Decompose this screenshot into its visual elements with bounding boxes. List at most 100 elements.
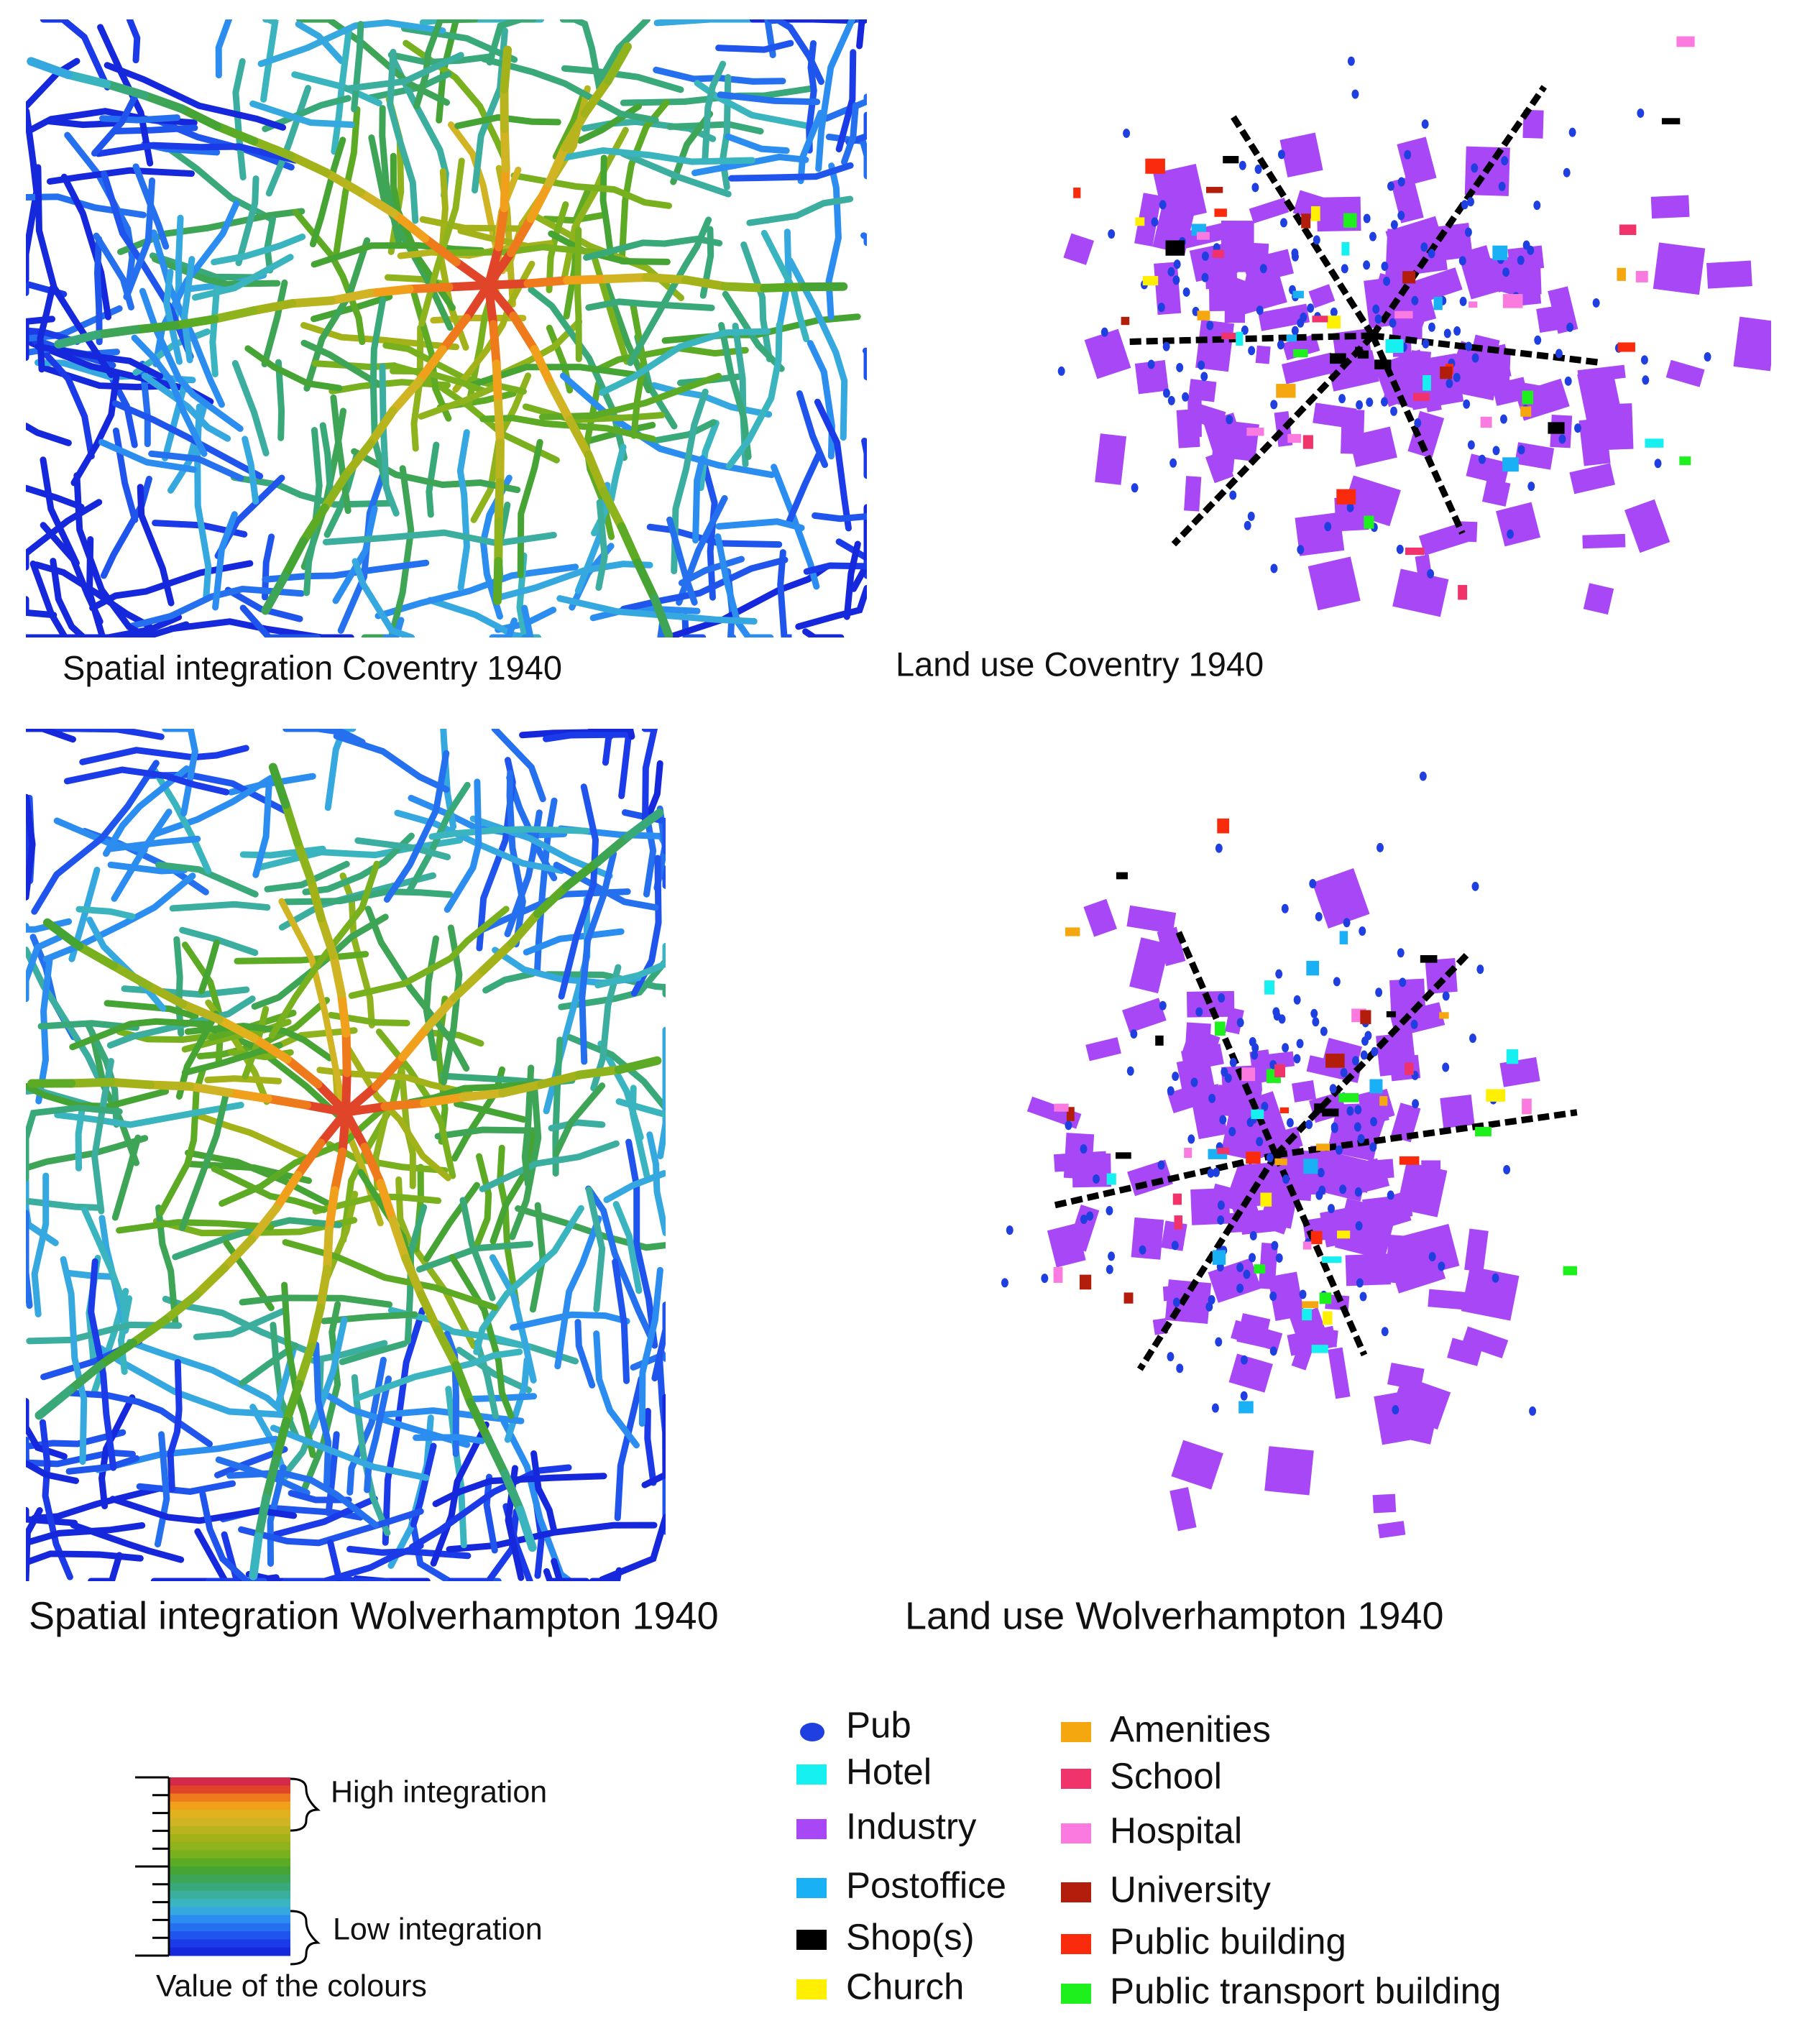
land-use-block (1387, 1011, 1396, 1017)
land-use-block (1379, 1096, 1387, 1105)
pub (1244, 521, 1251, 530)
pub (1225, 1074, 1232, 1083)
pub (1315, 912, 1323, 921)
industry-block (1126, 906, 1176, 934)
pub (1215, 844, 1223, 853)
brace (290, 1911, 318, 1964)
colour-band (169, 1785, 290, 1794)
land-use-block (1320, 1292, 1332, 1304)
pub (1338, 394, 1346, 403)
pub (1167, 267, 1175, 277)
pub (1502, 267, 1509, 277)
land-use-block (1405, 1063, 1413, 1075)
pub (1275, 970, 1282, 979)
pub (1655, 459, 1662, 468)
pub (1248, 346, 1255, 355)
pub (1375, 988, 1382, 997)
pub (1465, 228, 1472, 237)
low-label: Low integration (333, 1912, 543, 1946)
pub (1336, 1146, 1343, 1155)
street (49, 121, 115, 125)
pub (1398, 177, 1405, 186)
panel-caption: Land use Wolverhampton 1940 (905, 1594, 1444, 1637)
pub (1217, 1215, 1224, 1225)
land-use-block (1197, 232, 1210, 240)
pub (1493, 446, 1500, 455)
pub (1270, 400, 1277, 409)
land-use-block (1469, 301, 1477, 308)
land-use-block (1311, 206, 1320, 221)
pub (1501, 156, 1508, 165)
street (26, 488, 81, 507)
pub (1468, 441, 1475, 450)
main-road (531, 183, 549, 218)
street (603, 158, 611, 257)
land-use-block (1636, 271, 1648, 282)
pub (1642, 375, 1649, 385)
street (124, 989, 247, 995)
land-use-block (1492, 246, 1507, 260)
legend-label: Public building (1110, 1920, 1346, 1961)
industry-block (1280, 133, 1323, 178)
street (26, 1086, 166, 1106)
colour-band (169, 1931, 290, 1940)
main-road (567, 279, 607, 280)
land-use-block (1311, 1231, 1323, 1244)
industry-block (1499, 1057, 1540, 1087)
land-use-block (1254, 1264, 1266, 1274)
pub (1555, 349, 1563, 358)
colour-band (169, 1883, 290, 1892)
industry-block (1129, 937, 1169, 993)
pub (1158, 1160, 1165, 1169)
map-panel (1001, 772, 1577, 1539)
pub (1330, 308, 1338, 317)
main-road (499, 208, 505, 247)
main-road (292, 300, 331, 303)
pub (1390, 407, 1397, 416)
main-road (331, 293, 370, 300)
land-use-block (1405, 548, 1424, 555)
pub (1006, 1225, 1014, 1235)
industry-block (1171, 1440, 1223, 1490)
street (513, 1315, 627, 1327)
land-use-block (1522, 1099, 1532, 1115)
street (63, 1259, 84, 1461)
pub (1201, 273, 1208, 282)
street (35, 1488, 160, 1519)
legend-label: Public transport building (1110, 1970, 1501, 2011)
land-use-block (1116, 1152, 1131, 1159)
industry-block (1210, 438, 1236, 472)
main-road (273, 768, 286, 805)
pub (1375, 314, 1382, 323)
pub (1172, 1072, 1179, 1081)
land-use-block (1124, 1292, 1134, 1303)
industry-block (1496, 502, 1540, 547)
land-use-block (1662, 118, 1680, 124)
colour-band (169, 1866, 290, 1875)
pub (1271, 1241, 1278, 1251)
street (551, 1123, 602, 1128)
legend-label: Hotel (846, 1751, 932, 1792)
main-road (97, 329, 137, 334)
main-road (259, 1498, 267, 1537)
pub (1251, 1043, 1259, 1052)
pub (1343, 918, 1351, 927)
main-road (286, 1384, 299, 1422)
pub (1300, 1290, 1307, 1299)
land-use-block (1143, 276, 1158, 285)
street (789, 455, 818, 520)
pub (1312, 1017, 1319, 1026)
pub (1241, 1391, 1248, 1401)
land-use-block (1246, 428, 1264, 436)
land-use-block (1323, 1312, 1332, 1325)
land-use-block (1617, 268, 1625, 281)
land-use-block (1302, 1309, 1312, 1320)
street (860, 19, 867, 46)
street (173, 904, 267, 908)
industry-block (1229, 1353, 1273, 1392)
land-use-block (1502, 457, 1519, 471)
street (139, 1483, 232, 1491)
colour-band (169, 1777, 290, 1786)
pub (1499, 182, 1506, 191)
pub (1212, 1404, 1219, 1413)
